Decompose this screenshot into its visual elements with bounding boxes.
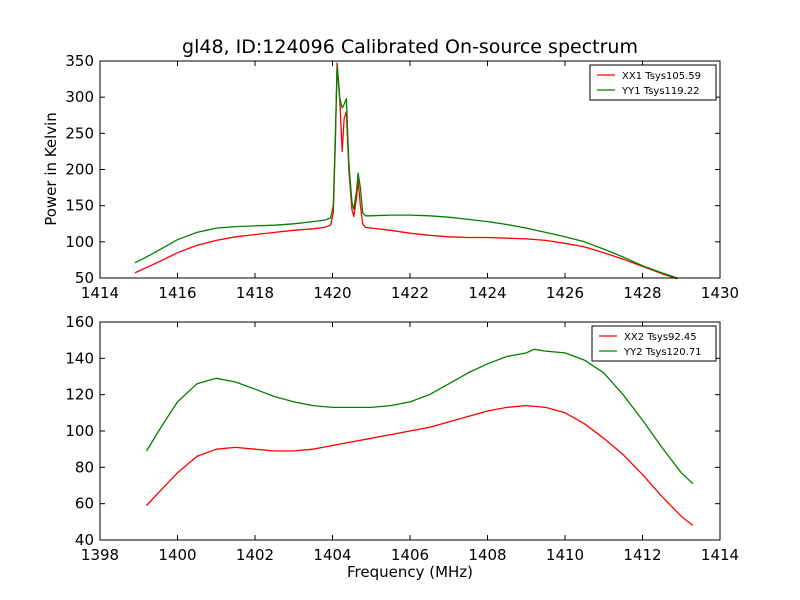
y-tick-label: 40: [75, 531, 94, 549]
x-tick-label: 1404: [313, 546, 351, 564]
x-tick-label: 1410: [546, 546, 584, 564]
x-tick-label: 1398: [81, 546, 119, 564]
series-line-2-2: [145, 348, 694, 485]
x-tick-label: 1414: [81, 284, 119, 302]
x-tick-label: 1414: [701, 546, 739, 564]
series-line-1-1: [134, 62, 678, 280]
y-tick-label: 300: [65, 88, 94, 106]
series-line-1-2: [134, 65, 678, 279]
y-tick-label: 160: [65, 313, 94, 331]
legend-box: [589, 64, 717, 101]
legend-label: YY2 Tsys120.71: [623, 347, 702, 358]
y-tick-label: 250: [65, 124, 94, 142]
y-tick-label: 350: [65, 52, 94, 70]
x-tick-label: 1406: [391, 546, 429, 564]
x-axis-label: Frequency (MHz): [347, 563, 473, 581]
y-tick-label: 80: [75, 458, 94, 476]
y-tick-label: 200: [65, 161, 94, 179]
bottom-spectrum-panel: 1398 1400 1402 1404 1406 1408 1410 1412 1414 40 60…: [65, 313, 739, 564]
legend-label: XX2 Tsys92.45: [624, 332, 697, 343]
x-tick-label: 1400: [158, 546, 196, 564]
x-tick-label: 1428: [623, 284, 661, 302]
figure-title: gl48, ID:124096 Calibrated On-source spe…: [182, 36, 638, 58]
top-spectrum-panel: 1414 1416 1418 1420 1422 1424 1426 1428 1430 50 10…: [65, 52, 739, 302]
x-tick-label: 1420: [313, 284, 351, 302]
x-tick-label: 1416: [158, 284, 196, 302]
x-tick-label: 1426: [546, 284, 584, 302]
y-tick-label: 120: [65, 386, 94, 404]
legend-label: XX1 Tsys105.59: [622, 71, 701, 82]
x-tick-label: 1408: [468, 546, 506, 564]
y-tick-label: 140: [65, 349, 94, 367]
y-tick-label: 60: [75, 495, 94, 513]
series-line-2-1: [146, 404, 694, 527]
x-tick-label: 1402: [236, 546, 274, 564]
legend-label: YY1 Tsys119.22: [621, 86, 700, 97]
x-tick-label: 1422: [391, 284, 429, 302]
y-axis-label: Power in Kelvin: [42, 112, 60, 226]
x-tick-label: 1412: [623, 546, 661, 564]
y-tick-label: 100: [65, 233, 94, 251]
y-tick-label: 100: [65, 422, 94, 440]
legend-box: [591, 325, 717, 362]
x-tick-label: 1418: [236, 284, 274, 302]
x-tick-label: 1424: [468, 284, 506, 302]
y-tick-label: 150: [65, 197, 94, 215]
y-tick-label: 50: [75, 269, 94, 287]
x-tick-label: 1430: [701, 284, 739, 302]
